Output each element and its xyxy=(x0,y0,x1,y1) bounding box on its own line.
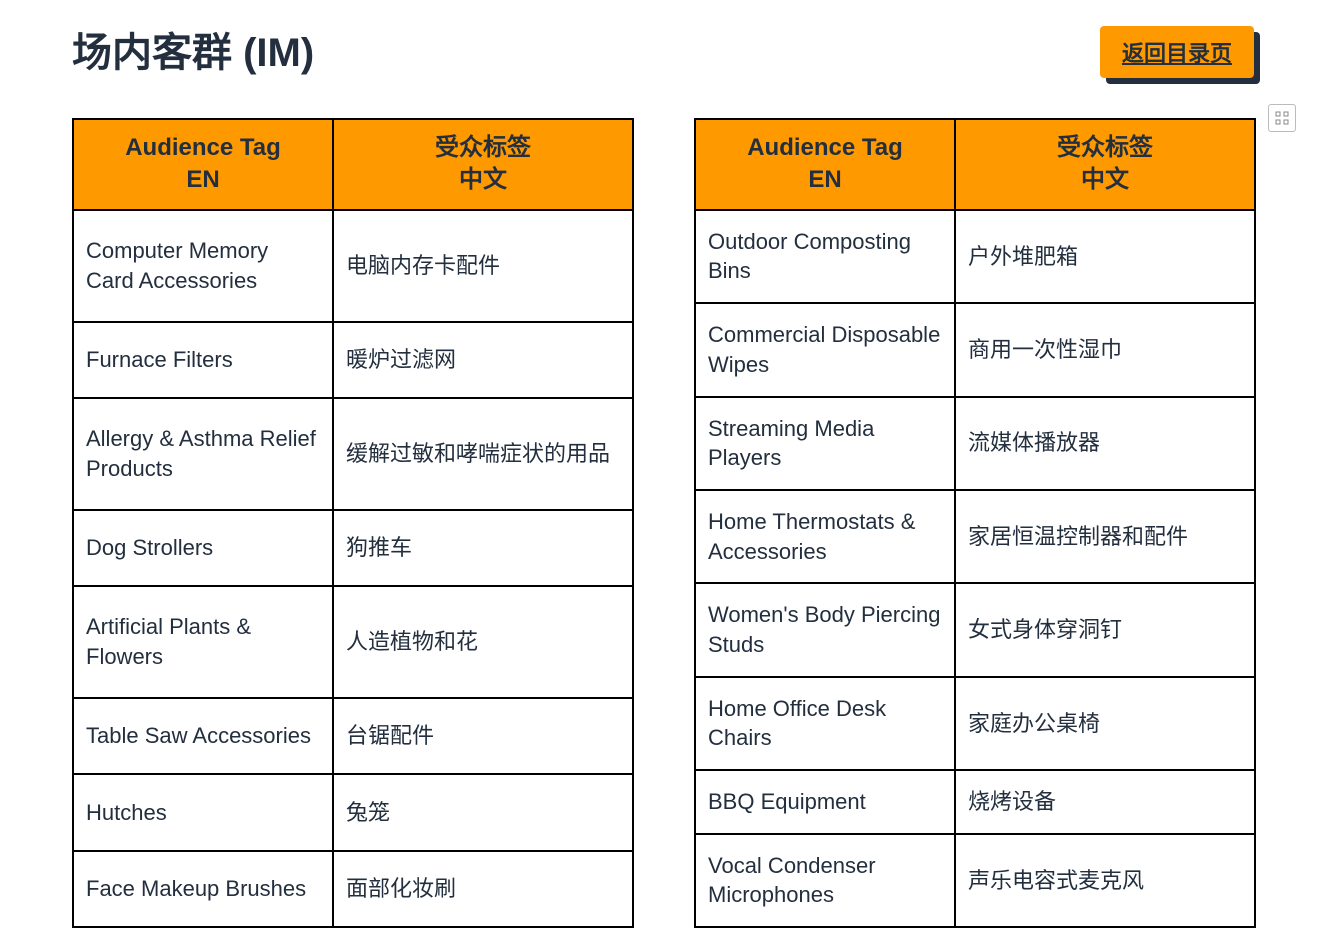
header-en-line2: EN xyxy=(808,166,841,193)
table-row: Allergy & Asthma Relief Products缓解过敏和哮喘症… xyxy=(73,398,633,510)
cell-en: Commercial Disposable Wipes xyxy=(695,303,955,396)
cell-cn: 人造植物和花 xyxy=(333,586,633,698)
header-cn-line1: 受众标签 xyxy=(435,134,531,161)
cell-en: Allergy & Asthma Relief Products xyxy=(73,398,333,510)
cell-cn: 兔笼 xyxy=(333,774,633,850)
cell-en: Vocal Condenser Microphones xyxy=(695,834,955,927)
right-table-body: Outdoor Composting Bins户外堆肥箱 Commercial … xyxy=(695,210,1255,927)
cell-cn: 户外堆肥箱 xyxy=(955,210,1255,303)
cell-en: Home Thermostats & Accessories xyxy=(695,490,955,583)
page-title: 场内客群 (IM) xyxy=(72,20,314,78)
header-cn-line2: 中文 xyxy=(459,166,507,193)
left-table: Audience Tag EN 受众标签 中文 Computer Memory … xyxy=(72,118,634,928)
table-row: Home Thermostats & Accessories家居恒温控制器和配件 xyxy=(695,490,1255,583)
header-cn: 受众标签 中文 xyxy=(955,119,1255,210)
cell-cn: 家庭办公桌椅 xyxy=(955,677,1255,770)
header-en-line1: Audience Tag xyxy=(747,134,903,161)
table-row: Furnace Filters暖炉过滤网 xyxy=(73,322,633,398)
table-row: Dog Strollers狗推车 xyxy=(73,510,633,586)
header-cn-line2: 中文 xyxy=(1081,166,1129,193)
tables-row: Audience Tag EN 受众标签 中文 Computer Memory … xyxy=(72,118,1254,928)
table-row: Table Saw Accessories台锯配件 xyxy=(73,698,633,774)
cell-cn: 流媒体播放器 xyxy=(955,397,1255,490)
cell-en: Home Office Desk Chairs xyxy=(695,677,955,770)
cell-cn: 台锯配件 xyxy=(333,698,633,774)
table-row: Artificial Plants & Flowers人造植物和花 xyxy=(73,586,633,698)
back-button[interactable]: 返回目录页 xyxy=(1100,26,1254,78)
header-cn-line1: 受众标签 xyxy=(1057,134,1153,161)
cell-cn: 家居恒温控制器和配件 xyxy=(955,490,1255,583)
header-row: 场内客群 (IM) 返回目录页 xyxy=(72,20,1254,78)
table-header-row: Audience Tag EN 受众标签 中文 xyxy=(695,119,1255,210)
cell-cn: 商用一次性湿巾 xyxy=(955,303,1255,396)
table-row: Vocal Condenser Microphones声乐电容式麦克风 xyxy=(695,834,1255,927)
table-header-row: Audience Tag EN 受众标签 中文 xyxy=(73,119,633,210)
table-row: Streaming Media Players流媒体播放器 xyxy=(695,397,1255,490)
cell-en: Outdoor Composting Bins xyxy=(695,210,955,303)
grid-icon-svg xyxy=(1275,111,1289,125)
cell-cn: 电脑内存卡配件 xyxy=(333,210,633,322)
cell-en: Women's Body Piercing Studs xyxy=(695,583,955,676)
right-table: Audience Tag EN 受众标签 中文 Outdoor Composti… xyxy=(694,118,1256,928)
table-row: Face Makeup Brushes面部化妆刷 xyxy=(73,851,633,927)
grid-icon[interactable] xyxy=(1268,104,1296,132)
header-en-line1: Audience Tag xyxy=(125,134,281,161)
page-container: 场内客群 (IM) 返回目录页 Audience Tag EN 受众标签 中文 xyxy=(0,0,1326,928)
cell-en: Artificial Plants & Flowers xyxy=(73,586,333,698)
cell-cn: 暖炉过滤网 xyxy=(333,322,633,398)
cell-cn: 女式身体穿洞钉 xyxy=(955,583,1255,676)
cell-en: Streaming Media Players xyxy=(695,397,955,490)
table-row: Home Office Desk Chairs家庭办公桌椅 xyxy=(695,677,1255,770)
header-en-line2: EN xyxy=(186,166,219,193)
table-row: Computer Memory Card Accessories电脑内存卡配件 xyxy=(73,210,633,322)
cell-cn: 面部化妆刷 xyxy=(333,851,633,927)
table-row: Commercial Disposable Wipes商用一次性湿巾 xyxy=(695,303,1255,396)
cell-cn: 声乐电容式麦克风 xyxy=(955,834,1255,927)
cell-en: Furnace Filters xyxy=(73,322,333,398)
table-row: Women's Body Piercing Studs女式身体穿洞钉 xyxy=(695,583,1255,676)
header-en: Audience Tag EN xyxy=(695,119,955,210)
cell-en: Face Makeup Brushes xyxy=(73,851,333,927)
table-row: Hutches兔笼 xyxy=(73,774,633,850)
table-row: Outdoor Composting Bins户外堆肥箱 xyxy=(695,210,1255,303)
cell-cn: 狗推车 xyxy=(333,510,633,586)
cell-en: BBQ Equipment xyxy=(695,770,955,834)
cell-en: Dog Strollers xyxy=(73,510,333,586)
back-button-wrap: 返回目录页 xyxy=(1100,26,1254,78)
cell-en: Table Saw Accessories xyxy=(73,698,333,774)
header-cn: 受众标签 中文 xyxy=(333,119,633,210)
cell-cn: 缓解过敏和哮喘症状的用品 xyxy=(333,398,633,510)
header-en: Audience Tag EN xyxy=(73,119,333,210)
cell-en: Computer Memory Card Accessories xyxy=(73,210,333,322)
table-row: BBQ Equipment烧烤设备 xyxy=(695,770,1255,834)
cell-cn: 烧烤设备 xyxy=(955,770,1255,834)
cell-en: Hutches xyxy=(73,774,333,850)
left-table-body: Computer Memory Card Accessories电脑内存卡配件 … xyxy=(73,210,633,927)
